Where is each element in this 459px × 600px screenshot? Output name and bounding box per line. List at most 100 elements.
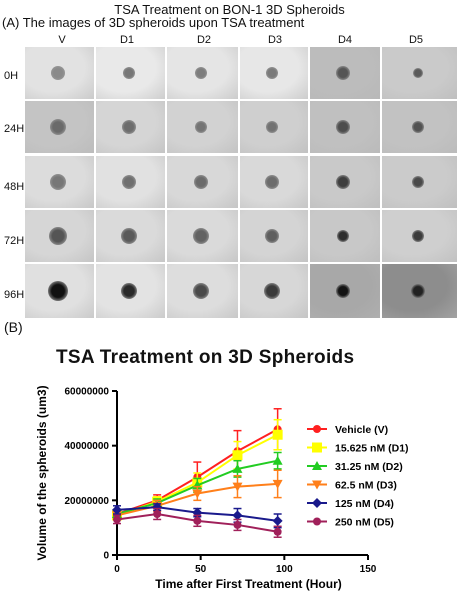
- legend-marker: [312, 480, 322, 490]
- spheroid-image: [25, 156, 94, 208]
- data-point: [113, 515, 121, 524]
- row-header-48h: 48H: [4, 181, 25, 193]
- y-tick-label: 20000000: [65, 496, 110, 507]
- spheroid-image: [167, 47, 238, 99]
- figure-title: TSA Treatment on BON-1 3D Spheroids: [114, 2, 345, 17]
- chart-title: TSA Treatment on 3D Spheroids: [56, 347, 355, 368]
- y-tick-label: 60000000: [65, 387, 110, 398]
- data-point: [232, 482, 243, 492]
- spheroid-image: [167, 210, 238, 262]
- data-point: [233, 520, 242, 529]
- data-point: [232, 450, 243, 461]
- spheroid: [47, 281, 68, 301]
- spheroid: [264, 283, 280, 299]
- x-tick-label: 0: [114, 564, 120, 575]
- legend-label: 62.5 nM (D3): [335, 480, 397, 492]
- data-point: [272, 429, 283, 440]
- spheroid: [336, 175, 350, 189]
- spheroid-image: [167, 264, 238, 318]
- spheroid-image: [96, 264, 165, 318]
- y-tick-label: 0: [103, 551, 109, 562]
- spheroid: [265, 175, 279, 189]
- y-axis-label: Volume of the spheroids (um3): [35, 385, 49, 560]
- spheroid: [49, 119, 66, 135]
- column-header-d1: D1: [119, 34, 135, 46]
- spheroid: [49, 174, 66, 190]
- spheroid-image: [382, 156, 457, 208]
- spheroid: [48, 227, 67, 245]
- spheroid-image: [25, 264, 94, 318]
- spheroid-image: [310, 264, 380, 318]
- y-tick-label: 40000000: [65, 441, 110, 452]
- legend-marker: [313, 425, 321, 433]
- spheroid-image: [382, 47, 457, 99]
- spheroid: [265, 229, 279, 243]
- legend-label: 15.625 nM (D1): [335, 443, 409, 455]
- legend-label: 31.25 nM (D2): [335, 461, 403, 473]
- spheroid: [120, 283, 137, 299]
- spheroid: [121, 175, 136, 189]
- spheroid-image: [25, 101, 94, 153]
- spheroid: [122, 67, 135, 79]
- spheroid-image: [382, 210, 457, 262]
- data-point: [193, 516, 202, 525]
- row-header-24h: 24H: [4, 123, 25, 135]
- data-point: [232, 510, 243, 521]
- spheroid: [411, 121, 424, 133]
- spheroid-image: [96, 210, 165, 262]
- legend-label: 125 nM (D4): [335, 498, 394, 510]
- spheroid-image: [96, 101, 165, 153]
- legend-marker: [312, 498, 322, 508]
- column-header-d5: D5: [408, 34, 424, 46]
- spheroid: [192, 283, 209, 299]
- spheroid: [192, 228, 209, 244]
- spheroid: [194, 67, 207, 79]
- data-point: [112, 504, 122, 515]
- data-point: [273, 527, 282, 536]
- spheroid-image: [382, 264, 457, 318]
- x-tick-label: 100: [276, 564, 293, 575]
- spheroid-image: [240, 156, 308, 208]
- data-point: [192, 489, 203, 499]
- spheroid-image: [240, 264, 308, 318]
- column-header-d2: D2: [196, 34, 212, 46]
- data-point: [272, 455, 283, 465]
- row-header-0h: 0H: [4, 70, 19, 82]
- spheroid: [337, 230, 349, 242]
- column-header-v: V: [58, 34, 66, 46]
- spheroid: [412, 68, 423, 78]
- spheroid-image: [310, 101, 380, 153]
- spheroid: [193, 175, 208, 189]
- spheroid: [336, 66, 350, 80]
- spheroid: [411, 176, 424, 188]
- spheroid: [410, 284, 425, 298]
- spheroid-image: [240, 101, 308, 153]
- spheroid: [50, 66, 65, 80]
- spheroid-image: [382, 101, 457, 153]
- spheroid-image: [310, 47, 380, 99]
- legend-marker: [312, 442, 322, 453]
- spheroid: [266, 121, 278, 133]
- spheroid-image: [310, 210, 380, 262]
- spheroid-image: [25, 47, 94, 99]
- row-header-72h: 72H: [4, 235, 25, 247]
- panel-b-label: (B): [4, 319, 23, 335]
- spheroid: [121, 120, 136, 134]
- panel-a-title: (A) The images of 3D spheroids upon TSA …: [2, 15, 305, 30]
- legend-label: 250 nM (D5): [335, 517, 394, 529]
- data-point: [272, 479, 283, 489]
- legend-marker: [312, 461, 322, 470]
- data-point: [153, 510, 162, 518]
- x-tick-label: 50: [195, 564, 207, 575]
- spheroid: [194, 121, 207, 133]
- legend-label: Vehicle (V): [335, 424, 388, 436]
- spheroid: [336, 120, 350, 134]
- spheroid-image: [25, 210, 94, 262]
- legend-marker: [313, 517, 321, 526]
- line-chart: 0 20000000 40000000 60000000 0 50 100 150 Time a…: [35, 385, 409, 591]
- spheroid-image: [310, 156, 380, 208]
- spheroid-image: [96, 156, 165, 208]
- spheroid: [266, 67, 278, 79]
- spheroid-image: [240, 47, 308, 99]
- data-point: [152, 502, 163, 513]
